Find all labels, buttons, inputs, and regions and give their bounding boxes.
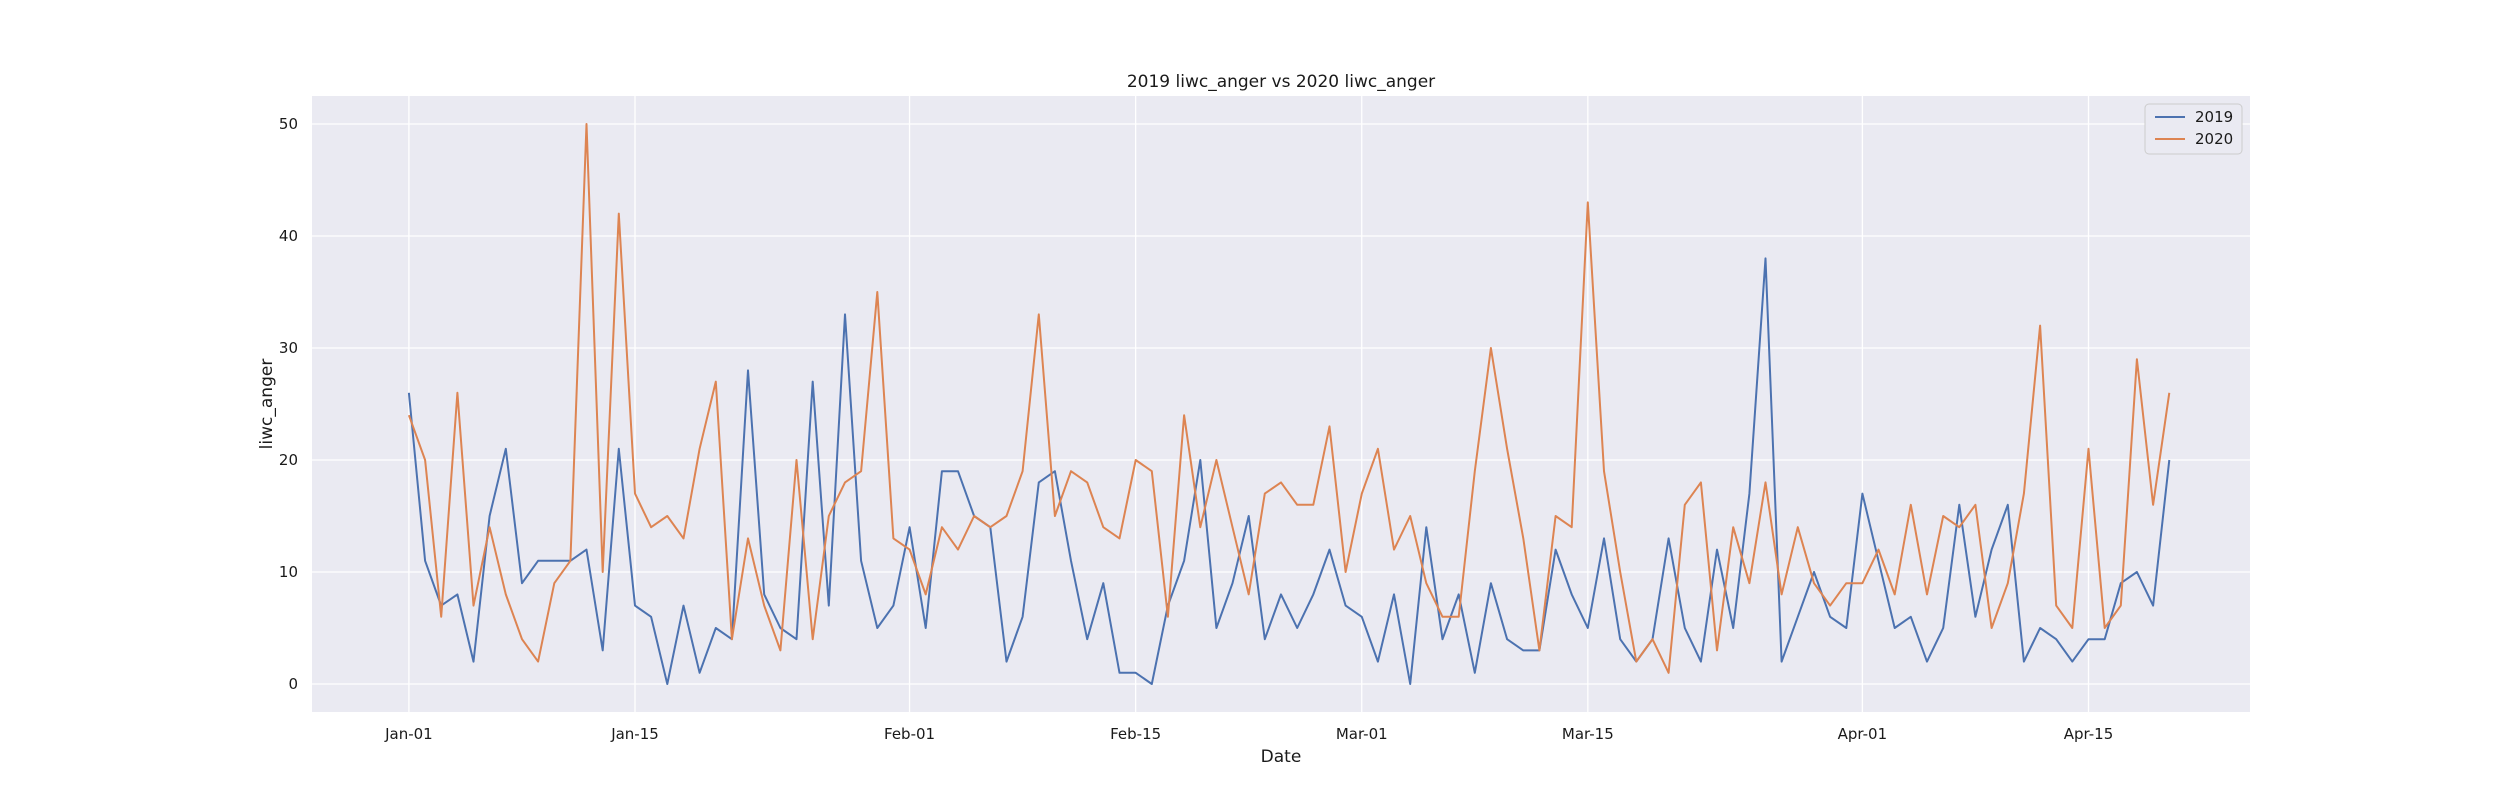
series-lines [407, 123, 2171, 685]
y-axis-ticks: 0 10 20 30 40 50 [279, 115, 298, 693]
y-tick-label: 10 [279, 563, 298, 581]
plot-area-background [312, 96, 2250, 712]
y-axis-label: liwc_anger [257, 359, 277, 450]
series-line-2020 [407, 123, 2171, 674]
y-tick-label: 40 [279, 227, 298, 245]
legend: 2019 2020 [2144, 103, 2243, 155]
legend-label-2019: 2019 [2195, 108, 2233, 126]
y-tick-label: 0 [288, 675, 298, 693]
x-tick-label: Feb-01 [884, 725, 935, 743]
x-tick-label: Jan-15 [610, 725, 659, 743]
y-tick-label: 50 [279, 115, 298, 133]
x-tick-label: Feb-15 [1110, 725, 1161, 743]
x-tick-label: Mar-01 [1336, 725, 1388, 743]
x-tick-label: Apr-01 [1838, 725, 1888, 743]
series-line-2019 [407, 257, 2171, 685]
grid-lines [312, 96, 2250, 712]
x-tick-label: Apr-15 [2064, 725, 2114, 743]
legend-label-2020: 2020 [2195, 130, 2233, 148]
chart-title: 2019 liwc_anger vs 2020 liwc_anger [1127, 72, 1435, 92]
y-tick-label: 30 [279, 339, 298, 357]
x-axis-label: Date [1261, 747, 1302, 767]
x-tick-label: Jan-01 [384, 725, 433, 743]
x-tick-label: Mar-15 [1562, 725, 1614, 743]
y-tick-label: 20 [279, 451, 298, 469]
x-axis-ticks: Jan-01 Jan-15 Feb-01 Feb-15 Mar-01 Mar-15 Apr-… [384, 725, 2113, 743]
